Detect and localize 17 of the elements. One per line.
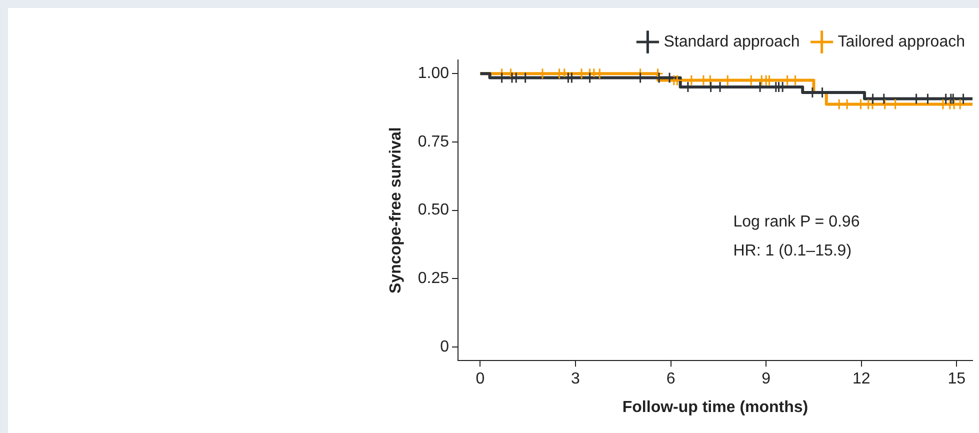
annotation: Log rank P = 0.96	[733, 214, 860, 231]
x-tick-label: 15	[948, 370, 966, 388]
x-tick-label: 6	[666, 370, 676, 388]
x-tick-label: 3	[571, 370, 580, 388]
legend-label: Standard approach	[664, 33, 800, 50]
y-tick-label: 1.00	[418, 65, 450, 82]
y-tick-label: 0	[440, 338, 450, 356]
x-tick-label: 9	[762, 370, 771, 388]
y-tick-label: 0.25	[418, 270, 450, 288]
y-tick-label: 0.75	[418, 133, 450, 150]
annotation: HR: 1 (0.1–15.9)	[733, 242, 852, 260]
legend-label: Tailored approach	[838, 33, 966, 50]
x-tick-label: 0	[476, 370, 485, 388]
y-axis-title: Syncope-free survival	[387, 127, 404, 294]
y-tick-label: 0.50	[418, 202, 450, 219]
x-tick-label: 12	[852, 370, 870, 388]
x-axis-title: Follow-up time (months)	[622, 398, 808, 416]
